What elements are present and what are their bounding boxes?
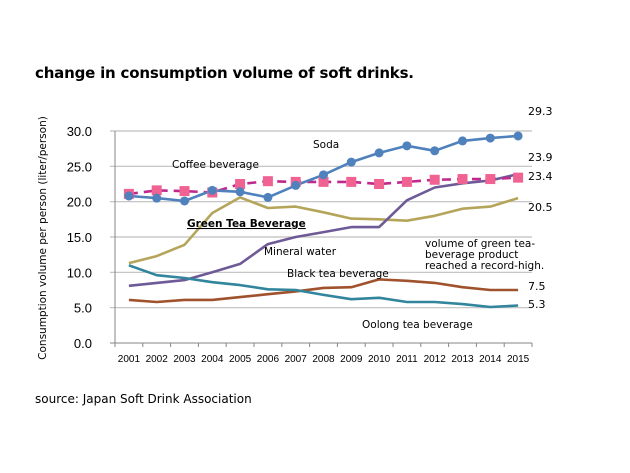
x-tick-label: 2008 bbox=[312, 354, 335, 365]
end-label-green-tea: 20.5 bbox=[528, 201, 553, 214]
data-point-soda bbox=[291, 180, 301, 190]
x-tick-label: 2014 bbox=[479, 354, 502, 365]
x-tick-label: 2001 bbox=[118, 354, 141, 365]
x-tick-label: 2004 bbox=[201, 354, 224, 365]
end-label-oolong: 5.3 bbox=[528, 298, 546, 311]
data-point-soda bbox=[485, 133, 495, 143]
x-tick-label: 2002 bbox=[146, 354, 169, 365]
end-label-black-tea: 7.5 bbox=[528, 280, 546, 293]
annotation-record-2: beverage product bbox=[425, 249, 518, 261]
series-line-green-tea-beverage bbox=[128, 196, 519, 265]
annotation-oolong: Oolong tea beverage bbox=[362, 319, 473, 331]
end-label-mineral: 23.9 bbox=[528, 151, 553, 164]
data-point-coffee-beverage bbox=[457, 174, 468, 185]
tick-labels: 0.0 5.0 10.0 15.0 20.0 25.0 30.0 2001 2002 2003 20… bbox=[67, 124, 530, 365]
end-label-soda: 29.3 bbox=[528, 105, 553, 118]
x-tick-label: 2006 bbox=[257, 354, 280, 365]
data-point-coffee-beverage bbox=[346, 176, 357, 187]
x-tick-label: 2015 bbox=[507, 354, 530, 365]
annotation-black-tea: Black tea beverage bbox=[287, 268, 389, 280]
x-tick-label: 2012 bbox=[424, 354, 447, 365]
data-point-soda bbox=[374, 148, 384, 158]
x-tick-label: 2003 bbox=[173, 354, 196, 365]
x-tick-label: 2007 bbox=[285, 354, 308, 365]
series-line-oolong-tea-beverage bbox=[128, 264, 519, 309]
end-label-coffee: 23.4 bbox=[528, 170, 553, 183]
annotation-soda: Soda bbox=[313, 139, 339, 151]
data-point-soda bbox=[235, 187, 245, 197]
data-point-soda bbox=[346, 157, 356, 167]
y-tick-label: 30.0 bbox=[67, 124, 92, 139]
x-tick-label: 2009 bbox=[340, 354, 363, 365]
data-point-coffee-beverage bbox=[429, 174, 440, 185]
y-tick-label: 10.0 bbox=[67, 265, 92, 280]
data-point-coffee-beverage bbox=[179, 186, 190, 197]
data-point-soda bbox=[207, 185, 217, 195]
y-tick-label: 15.0 bbox=[67, 230, 92, 245]
data-point-soda bbox=[430, 146, 440, 156]
data-point-coffee-beverage bbox=[151, 185, 162, 196]
annotation-record-3: reached a record-high. bbox=[425, 260, 544, 272]
data-point-coffee-beverage bbox=[401, 176, 412, 187]
data-point-coffee-beverage bbox=[513, 172, 524, 183]
chart-title: change in consumption volume of soft dri… bbox=[35, 64, 414, 82]
y-tick-label: 25.0 bbox=[67, 159, 92, 174]
data-point-coffee-beverage bbox=[235, 179, 246, 189]
annotation-coffee: Coffee beverage bbox=[172, 159, 259, 171]
data-point-coffee-beverage bbox=[318, 176, 329, 187]
data-point-coffee-beverage bbox=[262, 176, 273, 187]
source-note: source: Japan Soft Drink Association bbox=[35, 392, 252, 406]
data-point-soda bbox=[513, 131, 523, 141]
y-tick-label: 20.0 bbox=[67, 195, 92, 210]
series-line-black-tea-beverage bbox=[128, 278, 519, 304]
y-tick-label: 0.0 bbox=[74, 336, 92, 351]
y-axis-label: Consumption volume per person (liter/per… bbox=[37, 116, 49, 360]
data-point-soda bbox=[402, 141, 412, 151]
y-tick-label: 5.0 bbox=[74, 301, 92, 316]
data-point-soda bbox=[319, 170, 328, 180]
x-tick-label: 2013 bbox=[451, 354, 474, 365]
gridlines bbox=[110, 130, 532, 309]
data-point-soda bbox=[152, 193, 162, 203]
data-point-soda bbox=[263, 192, 273, 202]
annotation-green-tea: Green Tea Beverage bbox=[187, 218, 306, 230]
data-point-soda bbox=[180, 196, 189, 206]
x-tick-label: 2011 bbox=[396, 354, 418, 365]
series-markers bbox=[123, 131, 524, 206]
data-point-soda bbox=[124, 191, 134, 201]
data-point-coffee-beverage bbox=[485, 174, 496, 185]
data-point-soda bbox=[458, 136, 467, 146]
series-line-mineral-water bbox=[128, 172, 519, 288]
annotation-mineral-water: Mineral water bbox=[264, 246, 337, 258]
annotation-record-1: volume of green tea- bbox=[425, 238, 535, 250]
data-point-coffee-beverage bbox=[374, 179, 385, 189]
axes bbox=[110, 131, 533, 347]
x-tick-label: 2010 bbox=[368, 354, 391, 365]
x-tick-label: 2005 bbox=[229, 354, 252, 365]
